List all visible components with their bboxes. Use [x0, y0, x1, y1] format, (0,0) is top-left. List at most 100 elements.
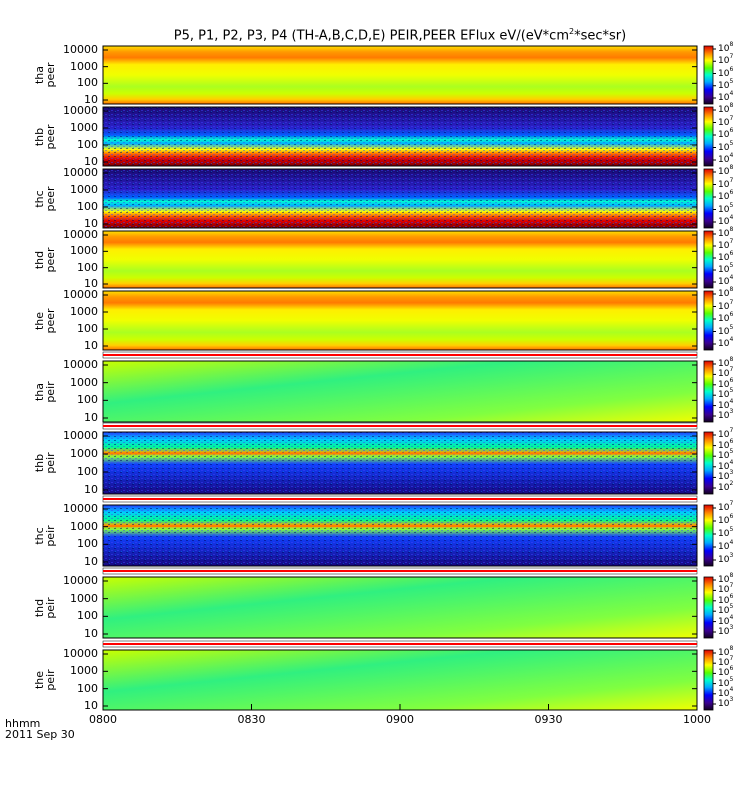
panel-thb-peir-cbtick-label: 106: [718, 437, 734, 451]
panel-thc-peer-cbtick-label: 105: [718, 201, 734, 215]
panel-thd-peir-colorbar: [703, 576, 714, 639]
panel-the-peir-ytick-label: 10: [84, 699, 98, 712]
panel-tha-peir-cbtick-label: 106: [718, 376, 734, 390]
panel-tha-peir-ytick-label: 100: [77, 393, 98, 407]
panel-thd-peir-ytick-label: 10000: [63, 574, 98, 587]
panel-the-peer-cbtick-label: 105: [718, 323, 734, 337]
panel-the-peir-cbtick-label: 108: [718, 645, 734, 658]
x-axis-unit-label: hhmm 2011 Sep 30: [5, 717, 75, 741]
panel-thc-peer-ytick-label: 1000: [70, 183, 98, 196]
panel-thb-peir-ytick-label: 10000: [63, 429, 98, 442]
panel-thd-peer-cbtick-label: 108: [718, 226, 734, 239]
panel-thd-peer-ytick-label: 1000: [70, 244, 98, 258]
panel-tha-peir-cbtick-label: 103: [718, 408, 734, 421]
panel-thc-peir-colorbar: [703, 504, 714, 567]
panel-thd-peer-cbtick-label: 105: [718, 262, 734, 275]
panel-tha-peir-frame: [102, 360, 698, 423]
panel-thc-peir-cbtick-label: 103: [718, 552, 734, 565]
panel-thd-peir-frame: [102, 576, 698, 639]
panel-thc-peir-ytick-label: 10000: [63, 502, 98, 515]
panel-thd-peer-colorbar: [703, 230, 714, 289]
panel-thd-peir-cbtick-label: 107: [718, 582, 734, 596]
panel-thc-peir-ytick-label: 100: [77, 537, 98, 551]
panel-thc-peer-cbtick-label: 108: [718, 164, 734, 177]
panel-tha-peir-ytick-label: 10000: [63, 358, 98, 371]
panel-thd-peir-ytick-label: 10: [84, 627, 98, 640]
panel-tha-peir-spectrogram: [103, 361, 697, 422]
panel-thb-peer-noise: [103, 107, 697, 166]
panel-thc-peir-ylabel: thc peir: [33, 524, 57, 547]
panel-thd-peer-cbtick-label: 107: [718, 238, 734, 251]
xtick-label: 0900: [386, 713, 414, 726]
panel-tha-peir-ytick-label: 1000: [70, 375, 98, 389]
panel-tha-peir-cbtick-label: 107: [718, 366, 734, 380]
panel-tha-peir-cbtick-label: 108: [718, 356, 734, 369]
panel-thd-peir-cbtick-label: 103: [718, 624, 734, 637]
panel-tha-peer-cbtick-label: 106: [718, 65, 734, 79]
panel-thb-peir-ytick-label: 100: [77, 465, 98, 478]
panel-tha-peer-ytick-label: 100: [77, 76, 98, 90]
panel-the-peir-cbtick-label: 104: [718, 685, 734, 699]
panel-thb-peir-ylabel: thb peir: [33, 452, 57, 474]
panel-thb-peer-frame: [102, 106, 698, 167]
panel-thc-peir-cbtick-label: 104: [718, 539, 734, 552]
panel-tha-peer-ytick-label: 10000: [63, 43, 98, 56]
panel-the-peer-ytick-label: 1000: [70, 305, 98, 318]
panel-thd-peer-ytick-label: 10000: [63, 228, 98, 241]
panel-thd-peer-spectrogram: [103, 231, 697, 288]
panel-thb-peir-noise: [103, 432, 697, 494]
panel-tha-peir-cbtick-label: 105: [718, 387, 734, 401]
panel-thd-peer-ytick-label: 10: [84, 277, 98, 290]
panel-the-peir-ytick-label: 100: [77, 681, 98, 695]
panel-thc-peir-ytick-label: 10: [84, 555, 98, 568]
panel-thb-peer-cbtick-label: 104: [718, 152, 734, 165]
panel-thb-peer-cbtick-label: 108: [718, 102, 734, 115]
panel-thd-peir-ylabel: thd peir: [33, 596, 57, 619]
panel-thd-peir-cbtick-label: 104: [718, 613, 734, 627]
panel-tha-peer-ylabel: tha peer: [33, 62, 57, 88]
panel-thb-peer-cbtick-label: 106: [718, 127, 734, 140]
panel-tha-peir-cbtick-label: 104: [718, 397, 734, 411]
panel-the-peir-ytick-label: 1000: [70, 664, 98, 678]
panel-the-peir-ylabel: the peir: [33, 669, 57, 691]
panel-thb-peir-frame: [102, 431, 698, 495]
panel-thc-peir-frame: [102, 504, 698, 567]
panel-thd-peer-frame: [102, 230, 698, 289]
xtick-label: 1000: [683, 713, 711, 726]
panel-thb-peir-cbtick-label: 105: [718, 448, 734, 462]
panel-thd-peir-cbtick-label: 105: [718, 603, 734, 617]
panel-thc-peer-cbtick-label: 104: [718, 214, 734, 227]
panel-thc-peer-noise: [103, 169, 697, 228]
panel-thd-peir-flag-line: [103, 570, 697, 572]
panel-thb-peir-ytick-label: 10: [84, 483, 98, 496]
panel-the-peir-ytick-label: 10000: [63, 647, 98, 660]
panel-thb-peer-colorbar: [703, 106, 714, 167]
panel-thb-peir-cbtick-label: 102: [718, 480, 734, 493]
panel-the-peer-cbtick-label: 107: [718, 298, 734, 312]
panel-tha-peir-colorbar: [703, 360, 714, 423]
panel-thc-peer-colorbar: [703, 168, 714, 229]
panel-thc-peer-ytick-label: 100: [77, 200, 98, 213]
xtick-label: 0800: [89, 713, 117, 726]
panel-tha-peer-cbtick-label: 105: [718, 77, 734, 91]
panel-thb-peer-ytick-label: 1000: [70, 121, 98, 134]
panel-tha-peir-ytick-label: 10: [84, 411, 98, 424]
panel-the-peer-frame: [102, 290, 698, 351]
panel-the-peer-cbtick-label: 108: [718, 286, 734, 299]
panel-thd-peir-ytick-label: 1000: [70, 591, 98, 605]
panel-tha-peer-cbtick-label: 108: [718, 41, 734, 54]
panel-thb-peir-ytick-label: 1000: [70, 447, 98, 460]
panel-tha-peer-ytick-label: 10: [84, 93, 98, 106]
panel-tha-peer-colorbar: [703, 45, 714, 105]
chart-title: P5, P1, P2, P3, P4 (TH-A,B,C,D,E) PEIR,P…: [173, 27, 627, 44]
panel-tha-peer-cbtick-label: 107: [718, 53, 734, 67]
panel-the-peer-cbtick-label: 104: [718, 336, 734, 349]
panel-the-peir-cbtick-label: 106: [718, 665, 734, 679]
panel-the-peir-cbtick-label: 105: [718, 675, 734, 689]
panel-thb-peer-ytick-label: 10000: [63, 104, 98, 117]
panel-thc-peir-cbtick-label: 105: [718, 526, 734, 539]
panel-thd-peir-ytick-label: 100: [77, 609, 98, 623]
panel-thb-peir-cbtick-label: 107: [718, 427, 734, 440]
panel-the-peer-cbtick-label: 106: [718, 311, 734, 324]
